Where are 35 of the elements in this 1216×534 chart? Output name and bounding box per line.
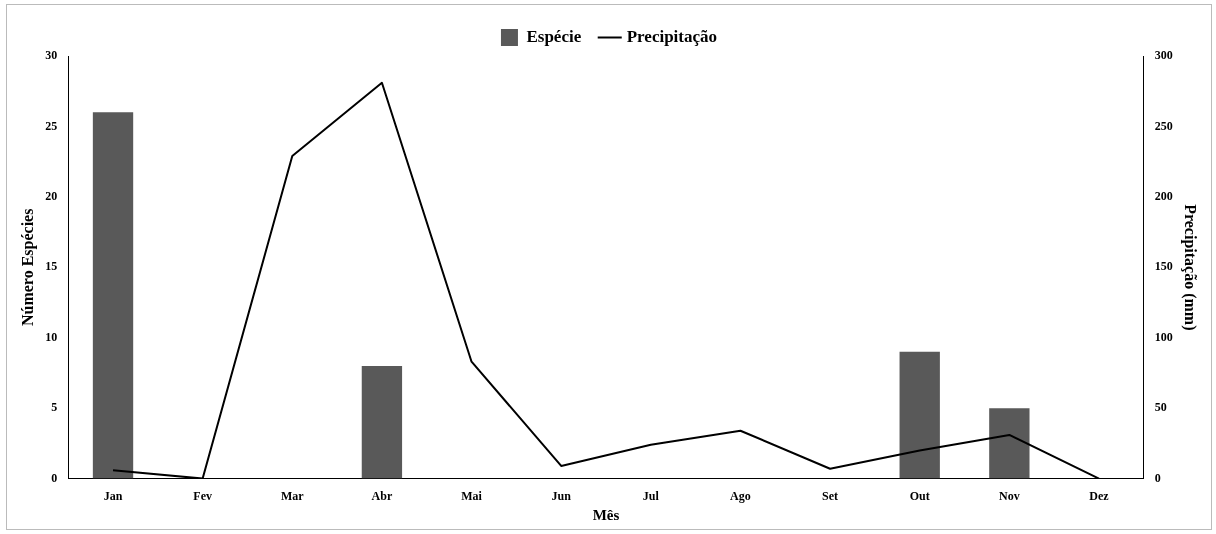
x-tick-label: Mai [461, 488, 483, 503]
y-tick-label: 15 [45, 259, 58, 274]
y2-tick-label: 150 [1154, 259, 1173, 274]
x-axis-title: Mês [592, 506, 620, 523]
y-tick-label: 5 [51, 400, 58, 415]
y2-tick-label: 200 [1154, 188, 1173, 203]
x-tick-label: Fev [193, 488, 212, 503]
x-tick-label: Jan [103, 488, 123, 503]
y2-tick-label: 0 [1154, 470, 1161, 485]
x-tick-label: Nov [999, 488, 1020, 503]
bar [361, 365, 403, 479]
y-tick-label: 25 [45, 118, 58, 133]
legend-label: Precipitação [626, 26, 718, 46]
x-tick-label: Jun [551, 488, 572, 503]
bar [92, 112, 134, 479]
y2-tick-label: 100 [1154, 329, 1173, 344]
x-tick-label: Out [909, 488, 930, 503]
bar [989, 408, 1030, 479]
y-axis-title: Número Espécies [18, 208, 37, 327]
bar [899, 351, 940, 479]
x-tick-label: Ago [730, 488, 751, 503]
y-tick-label: 10 [45, 329, 58, 344]
x-tick-label: Mar [280, 488, 305, 503]
y2-tick-label: 300 [1154, 48, 1173, 63]
y-tick-label: 20 [45, 188, 58, 203]
y2-axis-title: Precipitação (mm) [1181, 204, 1200, 331]
y-tick-label: 30 [45, 48, 58, 63]
y2-tick-label: 250 [1154, 118, 1173, 133]
x-tick-label: Set [822, 488, 839, 503]
x-tick-label: Jul [642, 488, 660, 503]
x-tick-label: Dez [1089, 488, 1110, 503]
y2-tick-label: 50 [1154, 400, 1167, 415]
y-tick-label: 0 [51, 470, 58, 485]
legend-label: Espécie [526, 26, 582, 46]
x-tick-label: Abr [371, 488, 393, 503]
